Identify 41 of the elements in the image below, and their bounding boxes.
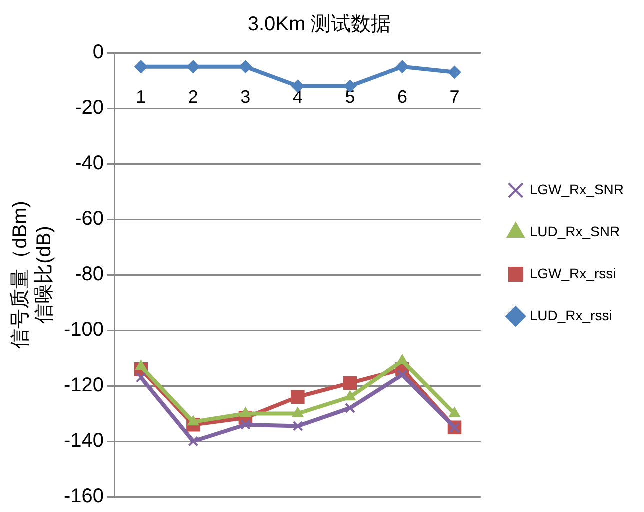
x-tick-label: 2 <box>188 86 198 107</box>
y-tick-label: -100 <box>64 319 104 342</box>
point <box>188 416 200 426</box>
legend-label: LGW_Rx_SNR <box>530 181 624 198</box>
x-tick-label: 3 <box>240 86 251 107</box>
chart-title: 3.0Km 测试数据 <box>248 14 392 36</box>
x-tick-label: 7 <box>450 86 460 107</box>
point <box>135 360 147 370</box>
legend-label: LGW_Rx_rssi <box>530 265 616 282</box>
x-tick-label: 6 <box>397 86 408 107</box>
y-tick-label: -120 <box>64 374 104 397</box>
legend-label: LUD_Rx_SNR <box>530 223 620 240</box>
point <box>448 66 462 79</box>
point <box>292 407 304 418</box>
y-tick-label: -60 <box>75 208 104 230</box>
y-axis-title: 信号质量（dBm) 信噪比(dB) <box>10 201 56 349</box>
point <box>186 60 200 74</box>
point <box>449 407 460 418</box>
point <box>292 420 304 432</box>
y-tick-label: -160 <box>64 486 104 508</box>
point <box>240 420 251 430</box>
y-tick-label: -40 <box>75 152 104 175</box>
point <box>239 60 252 74</box>
point <box>240 407 252 418</box>
y-tick-label: -80 <box>75 264 104 286</box>
y-tick-label: -140 <box>64 430 104 452</box>
y-tick-label: -20 <box>75 97 104 120</box>
point <box>136 372 146 383</box>
point <box>343 376 358 390</box>
x-tick-label: 4 <box>292 86 303 107</box>
point <box>188 436 199 447</box>
point <box>344 402 356 414</box>
point <box>397 370 408 380</box>
point <box>291 390 305 404</box>
y-tick-label: 0 <box>92 42 104 64</box>
x-tick-label: 1 <box>136 86 146 107</box>
point <box>134 60 148 74</box>
legend-label: LUD_Rx_rssi <box>530 307 612 324</box>
point <box>396 354 408 365</box>
point <box>396 60 409 74</box>
point <box>344 390 356 401</box>
